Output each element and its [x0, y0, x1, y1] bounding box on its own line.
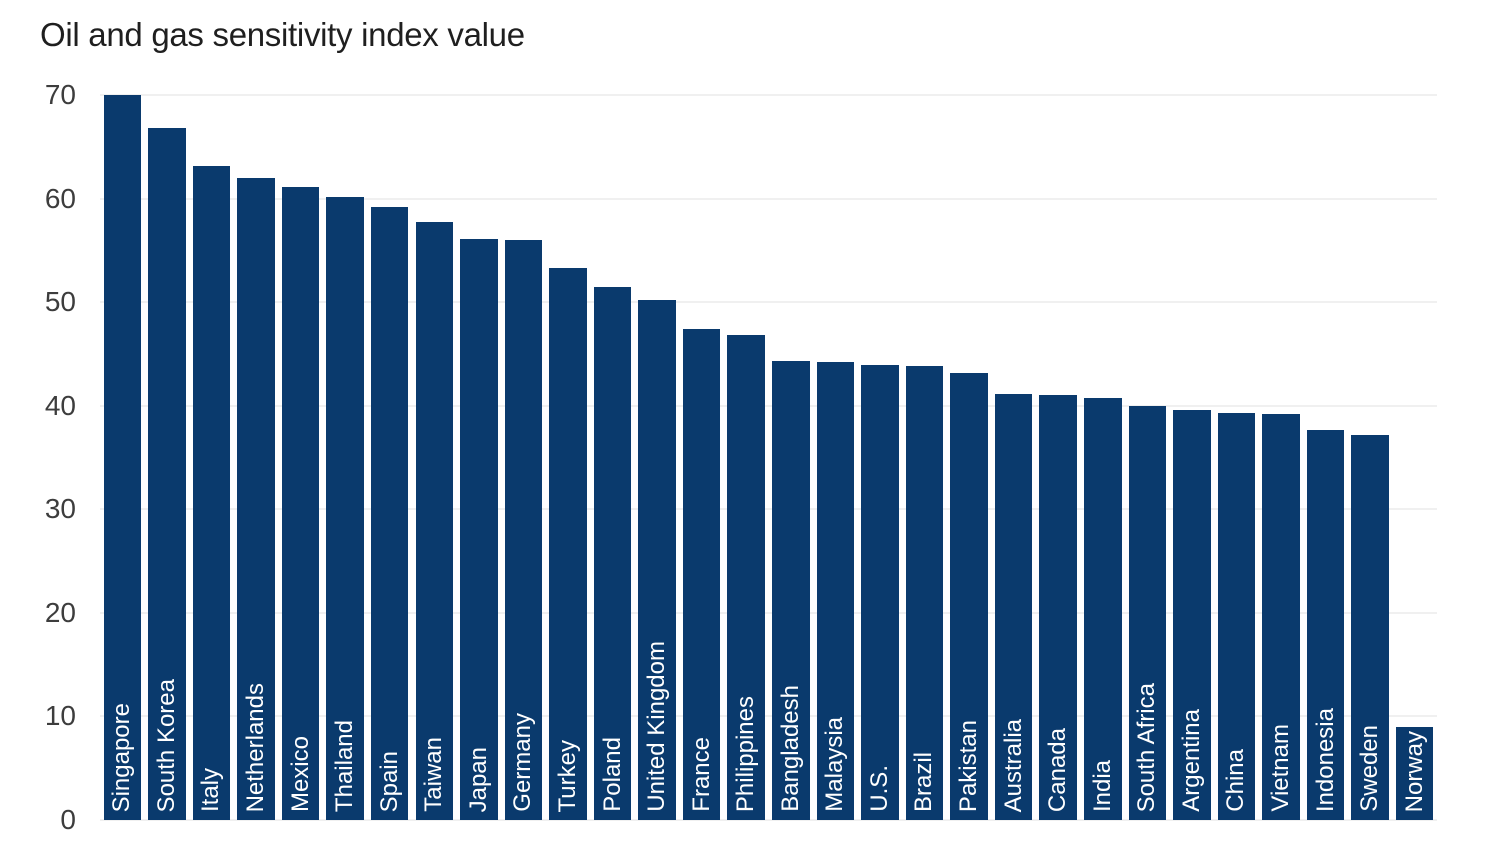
gridline-70 [100, 94, 1437, 96]
bar-japan: Japan [460, 238, 498, 820]
bar-label: Australia [999, 718, 1027, 812]
plot-area: 0 10 20 30 40 50 60 70 Singapore South Korea Italy… [45, 81, 1437, 834]
y-axis-tick-50: 50 [44, 286, 76, 318]
bar-label: China [1222, 749, 1250, 812]
bar-canada: Canada [1039, 395, 1077, 820]
bar-malaysia: Malaysia [816, 362, 855, 820]
bar-italy: Italy [192, 166, 231, 820]
bar-norway: Norway [1395, 726, 1434, 820]
y-axis-tick-20: 20 [44, 596, 76, 628]
bar-label: Thailand [331, 719, 359, 812]
y-axis-tick-10: 10 [44, 700, 76, 732]
bar-pakistan: Pakistan [950, 372, 988, 820]
gridline-10 [100, 715, 1437, 717]
bar-label: Germany [509, 713, 537, 812]
bar-label: Norway [1400, 730, 1428, 812]
bar-singapore: Singapore [103, 95, 142, 820]
bar-brazil: Brazil [905, 366, 944, 820]
bar-netherlands: Netherlands [237, 177, 275, 820]
bar-label: Bangladesh [776, 685, 804, 812]
y-axis-tick-30: 30 [44, 493, 76, 525]
gridline-20 [100, 612, 1437, 614]
y-axis-tick-70: 70 [44, 79, 76, 110]
bar-poland: Poland [593, 286, 632, 820]
bar-label: Turkey [553, 739, 581, 812]
bar-bangladesh: Bangladesh [772, 361, 810, 820]
y-axis-tick-40: 40 [44, 389, 76, 421]
bar-label: Poland [598, 737, 626, 812]
gridline-40 [100, 405, 1437, 407]
bar-indonesia: Indonesia [1306, 429, 1345, 820]
bar-label: Singapore [108, 702, 136, 812]
bar-label: Malaysia [821, 717, 849, 812]
bar-label: Japan [464, 746, 492, 812]
bar-label: Argentina [1177, 709, 1205, 812]
bar-sweden: Sweden [1351, 434, 1389, 820]
bar-u-s: U.S. [861, 365, 899, 820]
bar-label: Spain [375, 750, 403, 812]
bar-germany: Germany [504, 240, 543, 820]
bar-mexico: Mexico [281, 187, 320, 820]
bar-label: South Africa [1133, 682, 1161, 812]
bar-label: Brazil [910, 751, 938, 812]
bar-label: Philippines [732, 695, 760, 812]
bar-south-korea: South Korea [148, 128, 186, 820]
gridline-0 [100, 819, 1437, 821]
gridline-60 [100, 198, 1437, 200]
bar-label: Mexico [286, 735, 314, 812]
bar-label: Italy [197, 767, 225, 812]
bar-label: Canada [1044, 727, 1072, 812]
bar-label: Netherlands [241, 682, 269, 812]
bar-south-africa: South Africa [1128, 405, 1167, 820]
bar-argentina: Argentina [1173, 409, 1211, 820]
bar-label: United Kingdom [643, 641, 671, 812]
bar-france: France [682, 329, 721, 820]
bar-turkey: Turkey [549, 267, 587, 820]
y-axis-tick-60: 60 [44, 182, 76, 214]
bar-label: Vietnam [1267, 724, 1295, 812]
chart-title: Oil and gas sensitivity index value [40, 16, 525, 53]
bar-thailand: Thailand [326, 196, 364, 820]
bar-philippines: Philippines [727, 335, 765, 820]
bar-united-kingdom: United Kingdom [638, 300, 676, 820]
bar-spain: Spain [370, 206, 409, 820]
bar-label: U.S. [865, 765, 893, 812]
y-axis-tick-0: 0 [60, 804, 76, 835]
bar-label: South Korea [152, 678, 180, 812]
bar-india: India [1084, 398, 1122, 820]
gridline-30 [100, 508, 1437, 510]
bar-taiwan: Taiwan [415, 222, 453, 820]
gridline-50 [100, 301, 1437, 303]
bar-australia: Australia [994, 394, 1033, 820]
bar-label: Pakistan [955, 719, 983, 812]
bar-label: Indonesia [1311, 707, 1339, 812]
bar-vietnam: Vietnam [1262, 414, 1300, 820]
bar-label: France [687, 737, 715, 812]
bar-label: Sweden [1356, 725, 1384, 812]
bar-label: Taiwan [420, 737, 448, 812]
bar-china: China [1217, 412, 1256, 820]
bar-label: India [1088, 759, 1116, 812]
